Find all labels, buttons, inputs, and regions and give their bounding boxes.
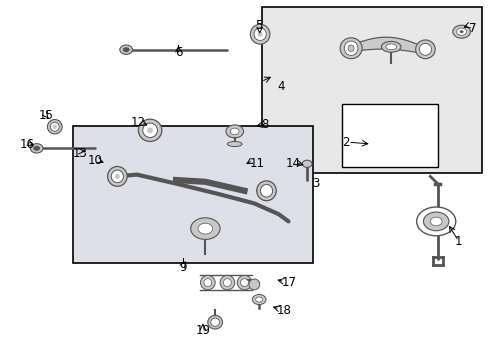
Bar bbox=[261, 7, 481, 173]
Text: 17: 17 bbox=[281, 276, 296, 289]
Circle shape bbox=[190, 218, 220, 239]
Ellipse shape bbox=[237, 275, 251, 290]
Bar bbox=[342, 104, 437, 167]
Ellipse shape bbox=[223, 279, 231, 287]
Ellipse shape bbox=[207, 315, 222, 329]
Ellipse shape bbox=[107, 166, 127, 186]
Ellipse shape bbox=[53, 125, 57, 129]
Circle shape bbox=[255, 297, 262, 302]
Ellipse shape bbox=[339, 38, 361, 59]
Ellipse shape bbox=[381, 41, 400, 52]
Text: 6: 6 bbox=[174, 46, 182, 59]
Ellipse shape bbox=[220, 275, 234, 290]
Text: 3: 3 bbox=[311, 177, 319, 190]
Circle shape bbox=[225, 125, 243, 138]
Ellipse shape bbox=[373, 132, 388, 136]
Ellipse shape bbox=[367, 130, 394, 138]
Circle shape bbox=[423, 212, 448, 231]
Ellipse shape bbox=[257, 32, 262, 37]
Ellipse shape bbox=[203, 279, 211, 287]
Ellipse shape bbox=[415, 40, 434, 59]
Text: 9: 9 bbox=[179, 261, 187, 274]
Ellipse shape bbox=[147, 127, 153, 133]
Ellipse shape bbox=[254, 28, 265, 40]
Text: 11: 11 bbox=[249, 157, 264, 170]
Circle shape bbox=[120, 45, 132, 54]
Circle shape bbox=[252, 294, 265, 305]
Ellipse shape bbox=[385, 44, 396, 50]
Text: 5: 5 bbox=[255, 19, 263, 32]
Ellipse shape bbox=[111, 170, 123, 183]
Bar bbox=[73, 126, 312, 263]
Ellipse shape bbox=[47, 120, 62, 134]
Circle shape bbox=[429, 217, 441, 226]
Text: 18: 18 bbox=[276, 304, 290, 317]
Ellipse shape bbox=[347, 45, 353, 51]
Ellipse shape bbox=[256, 181, 276, 201]
Text: 8: 8 bbox=[261, 118, 268, 131]
Ellipse shape bbox=[250, 24, 269, 44]
Ellipse shape bbox=[210, 318, 219, 326]
Circle shape bbox=[452, 25, 469, 38]
Text: 1: 1 bbox=[454, 235, 461, 248]
Text: 4: 4 bbox=[277, 80, 285, 93]
Circle shape bbox=[30, 144, 43, 153]
Text: 2: 2 bbox=[342, 136, 349, 149]
Text: 16: 16 bbox=[20, 138, 34, 150]
Ellipse shape bbox=[240, 279, 248, 287]
Circle shape bbox=[230, 128, 239, 135]
Circle shape bbox=[122, 47, 129, 52]
Ellipse shape bbox=[367, 139, 394, 147]
Ellipse shape bbox=[227, 141, 242, 147]
Text: 7: 7 bbox=[468, 22, 476, 35]
Ellipse shape bbox=[50, 122, 59, 131]
Polygon shape bbox=[350, 37, 425, 54]
Ellipse shape bbox=[418, 43, 431, 55]
Ellipse shape bbox=[260, 184, 272, 197]
Circle shape bbox=[456, 28, 466, 35]
Ellipse shape bbox=[248, 279, 259, 290]
Text: 12: 12 bbox=[131, 116, 145, 129]
Ellipse shape bbox=[115, 174, 120, 179]
Circle shape bbox=[459, 30, 463, 33]
Ellipse shape bbox=[200, 275, 215, 290]
Circle shape bbox=[416, 207, 455, 236]
Circle shape bbox=[33, 146, 40, 151]
Text: 13: 13 bbox=[72, 147, 87, 159]
Circle shape bbox=[302, 160, 311, 167]
Ellipse shape bbox=[344, 41, 357, 55]
Text: 19: 19 bbox=[195, 324, 210, 337]
Text: 14: 14 bbox=[285, 157, 300, 170]
Text: 10: 10 bbox=[88, 154, 102, 167]
Ellipse shape bbox=[142, 123, 157, 138]
Text: 15: 15 bbox=[39, 109, 54, 122]
Ellipse shape bbox=[373, 141, 388, 145]
Circle shape bbox=[198, 223, 212, 234]
Ellipse shape bbox=[138, 119, 162, 141]
